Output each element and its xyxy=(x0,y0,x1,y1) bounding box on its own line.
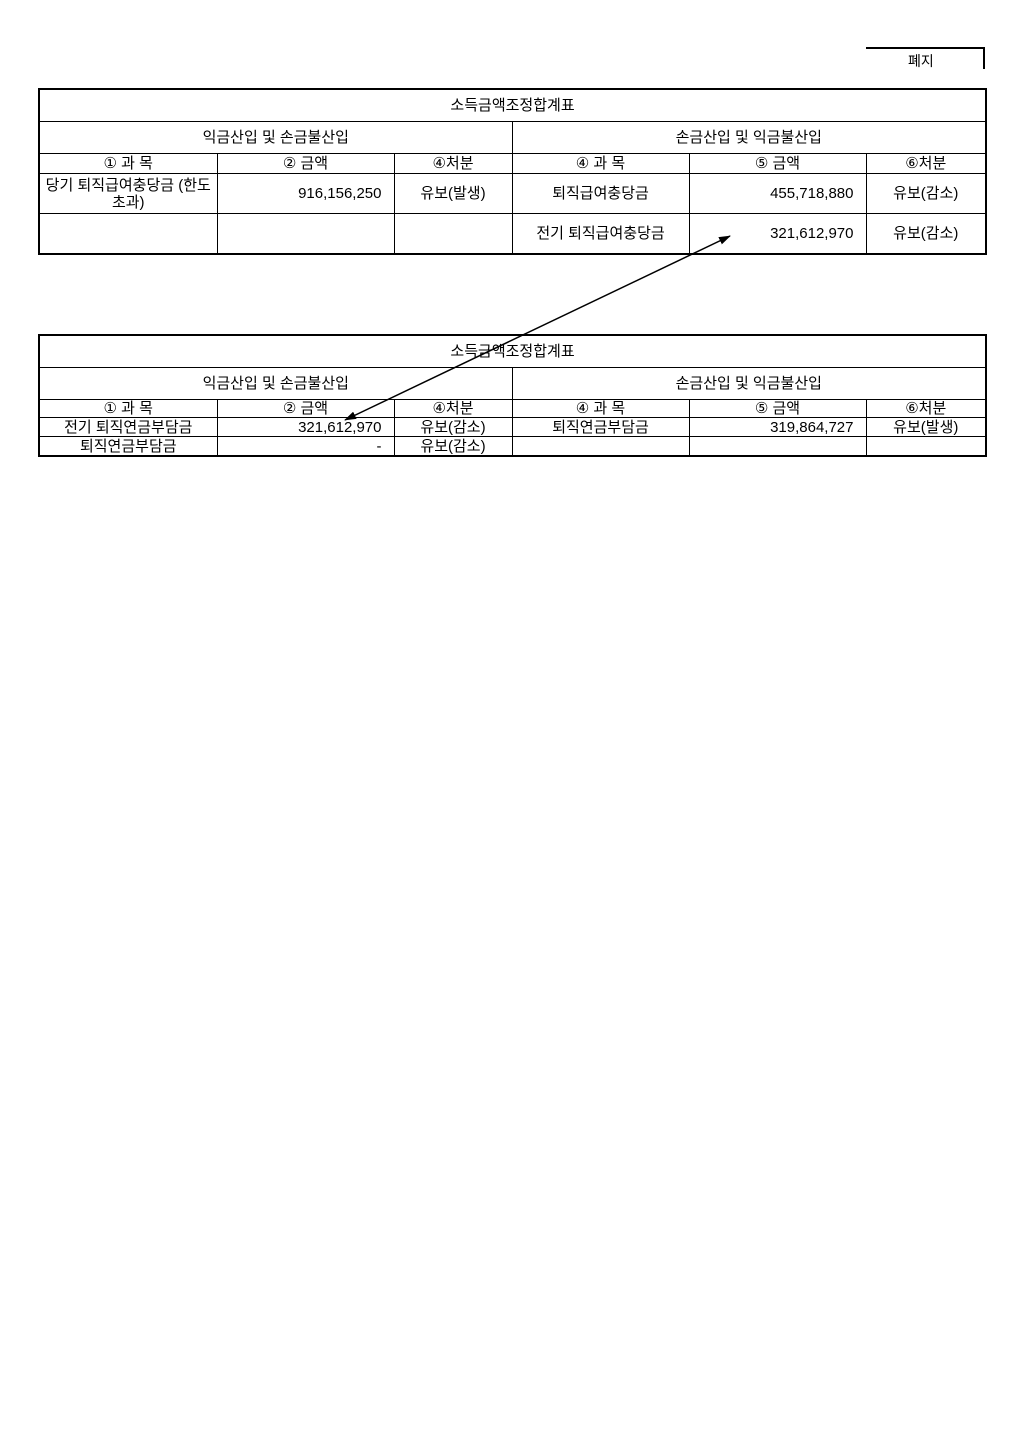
column-header: ⑤ 금액 xyxy=(688,399,867,418)
cell: 319,864,727 xyxy=(688,417,867,437)
left-section-header: 익금산입 및 손금불산입 xyxy=(38,367,513,400)
cell xyxy=(511,436,690,457)
cell: 전기 퇴직연금부담금 xyxy=(38,417,218,437)
cell: 유보(감소) xyxy=(865,213,987,255)
cell: - xyxy=(216,436,395,457)
stamp-box: 폐지 xyxy=(866,47,985,69)
stamp-label: 폐지 xyxy=(908,53,934,69)
table-title: 소득금액조정합계표 xyxy=(38,334,987,368)
cell: 321,612,970 xyxy=(216,417,395,437)
cell: 유보(발생) xyxy=(865,417,987,437)
cell: 퇴직급여충당금 xyxy=(511,173,690,214)
adjustment-table-2: 소득금액조정합계표 익금산입 및 손금불산입 손금산입 및 익금불산입 ① 과 목… xyxy=(38,334,988,457)
cell: 당기 퇴직급여충당금 (한도초과) xyxy=(38,173,218,214)
column-header: ④처분 xyxy=(393,153,513,174)
cell: 전기 퇴직급여충당금 xyxy=(511,213,690,255)
column-header: ① 과 목 xyxy=(38,153,218,174)
table-title: 소득금액조정합계표 xyxy=(38,88,987,122)
adjustment-table-1: 소득금액조정합계표 익금산입 및 손금불산입 손금산입 및 익금불산입 ① 과 목… xyxy=(38,88,988,255)
column-header: ② 금액 xyxy=(216,399,395,418)
table-row: 전기 퇴직연금부담금 321,612,970 유보(감소) 퇴직연금부담금 31… xyxy=(38,417,987,437)
table-row: 당기 퇴직급여충당금 (한도초과) 916,156,250 유보(발생) 퇴직급… xyxy=(38,173,987,214)
column-header: ① 과 목 xyxy=(38,399,218,418)
column-header: ④ 과 목 xyxy=(511,153,690,174)
cell xyxy=(38,213,218,255)
cell: 321,612,970 xyxy=(688,213,867,255)
column-header: ④처분 xyxy=(393,399,513,418)
cell: 유보(감소) xyxy=(393,436,513,457)
cell: 916,156,250 xyxy=(216,173,395,214)
table-row: 전기 퇴직급여충당금 321,612,970 유보(감소) xyxy=(38,213,987,255)
column-header: ⑤ 금액 xyxy=(688,153,867,174)
column-header: ④ 과 목 xyxy=(511,399,690,418)
cell xyxy=(688,436,867,457)
cell: 퇴직연금부담금 xyxy=(38,436,218,457)
cell: 유보(감소) xyxy=(393,417,513,437)
cell xyxy=(216,213,395,255)
cell xyxy=(393,213,513,255)
table-row: 퇴직연금부담금 - 유보(감소) xyxy=(38,436,987,457)
column-header: ② 금액 xyxy=(216,153,395,174)
right-section-header: 손금산입 및 익금불산입 xyxy=(511,367,987,400)
right-section-header: 손금산입 및 익금불산입 xyxy=(511,121,987,154)
cell: 455,718,880 xyxy=(688,173,867,214)
column-header: ⑥처분 xyxy=(865,153,987,174)
cell: 유보(감소) xyxy=(865,173,987,214)
left-section-header: 익금산입 및 손금불산입 xyxy=(38,121,513,154)
cell: 퇴직연금부담금 xyxy=(511,417,690,437)
cell: 유보(발생) xyxy=(393,173,513,214)
column-header: ⑥처분 xyxy=(865,399,987,418)
cell xyxy=(865,436,987,457)
